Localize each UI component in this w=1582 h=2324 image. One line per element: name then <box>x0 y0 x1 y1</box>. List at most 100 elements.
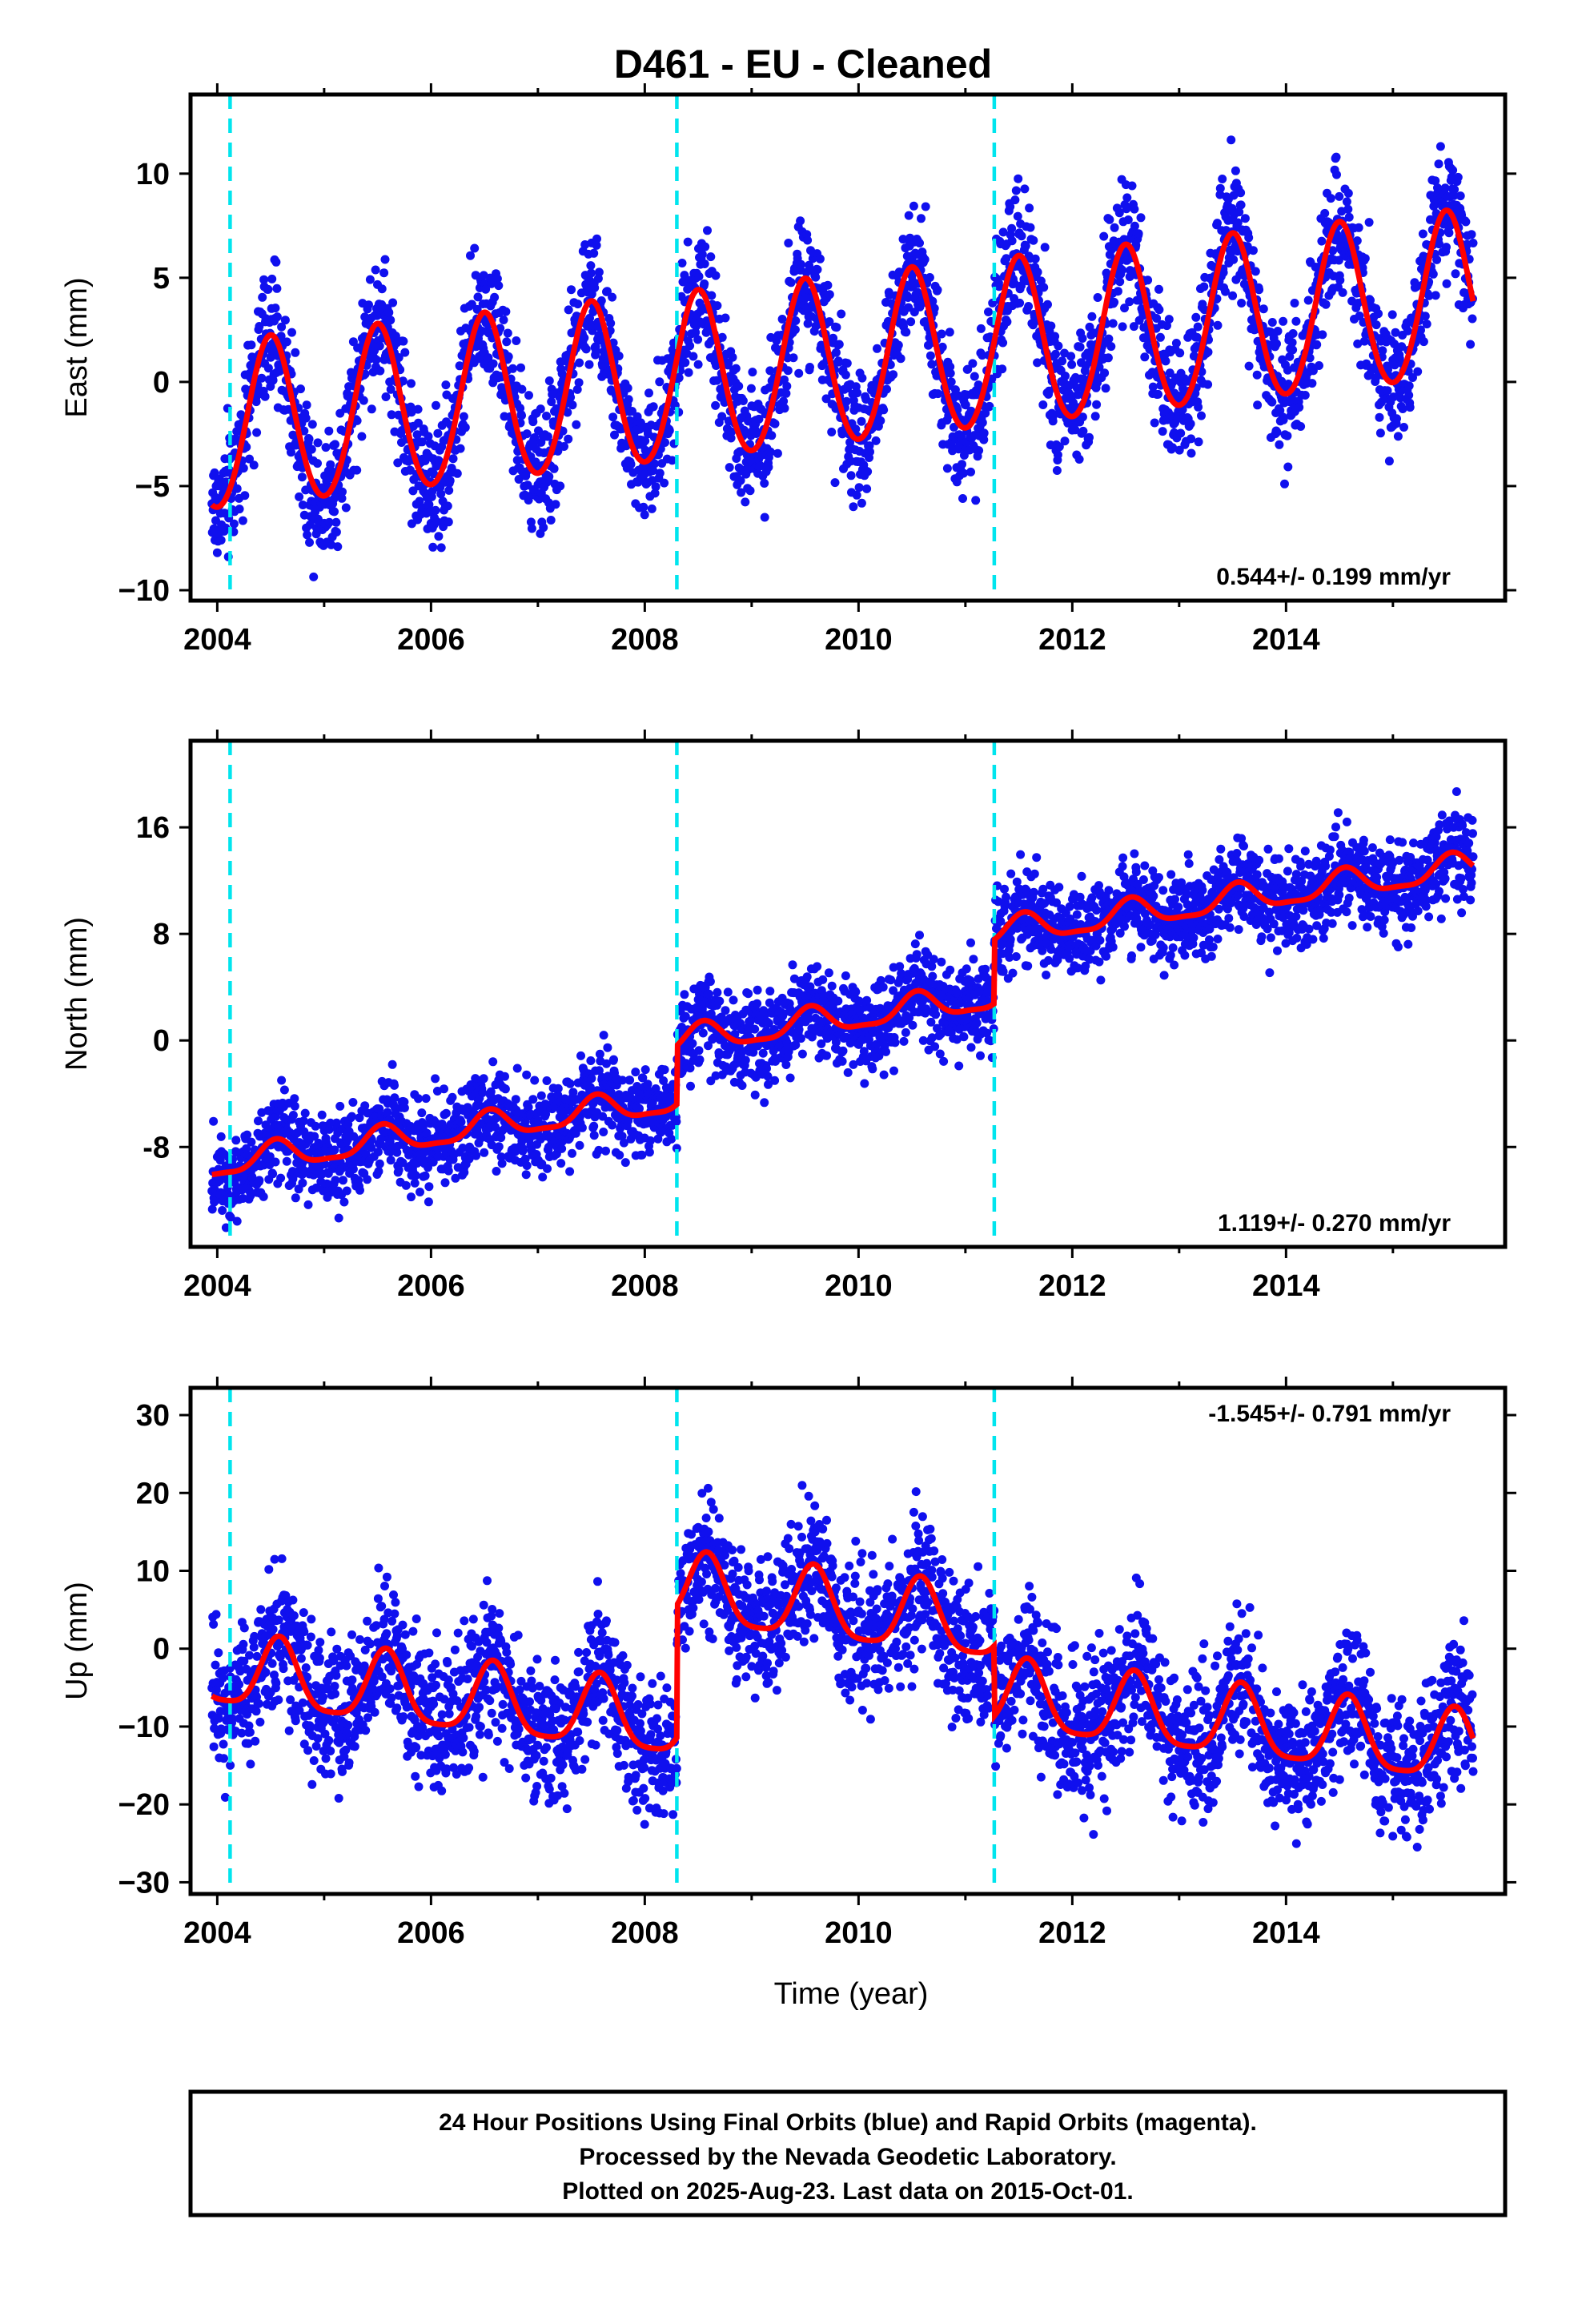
data-point <box>1113 287 1122 296</box>
data-point <box>779 396 789 406</box>
data-point <box>342 1186 351 1196</box>
data-point <box>232 484 242 493</box>
data-point <box>1061 372 1070 380</box>
data-point <box>842 359 852 368</box>
data-point <box>276 1173 286 1183</box>
data-point <box>979 428 989 438</box>
data-point <box>1332 170 1341 179</box>
data-point <box>484 353 493 363</box>
data-point <box>1321 300 1331 309</box>
data-point <box>413 404 423 414</box>
data-point <box>1191 312 1201 322</box>
data-point <box>603 1043 612 1052</box>
data-point <box>738 396 748 405</box>
data-point <box>282 337 291 347</box>
data-point <box>1253 400 1263 410</box>
data-point <box>723 987 733 997</box>
data-point <box>303 530 312 540</box>
data-point <box>882 384 891 394</box>
data-point <box>1092 400 1102 409</box>
data-point <box>823 280 833 290</box>
data-point <box>441 1108 451 1118</box>
data-point <box>504 352 513 361</box>
data-point <box>873 344 881 353</box>
data-point <box>424 1182 434 1192</box>
data-point <box>309 572 319 581</box>
data-point <box>1039 283 1049 292</box>
data-point <box>1007 236 1017 246</box>
data-point <box>1375 412 1384 422</box>
data-point <box>1468 239 1478 247</box>
data-point <box>1229 255 1239 264</box>
y-tick-label: −10 <box>118 574 170 608</box>
data-point <box>1046 321 1056 331</box>
data-point <box>896 354 905 364</box>
data-point <box>589 248 599 258</box>
data-point <box>271 304 280 313</box>
data-point <box>1118 322 1127 332</box>
data-point <box>974 446 984 456</box>
data-point <box>1228 291 1238 300</box>
data-point <box>777 315 787 324</box>
data-point <box>363 1175 372 1184</box>
data-point <box>693 360 703 369</box>
data-point <box>831 348 841 357</box>
data-point <box>388 298 398 308</box>
data-point <box>1393 432 1403 441</box>
data-point <box>421 1094 431 1104</box>
data-point <box>1444 228 1454 238</box>
data-point <box>734 381 744 391</box>
data-point <box>650 459 660 468</box>
data-point <box>1344 212 1354 222</box>
data-point <box>1154 389 1162 399</box>
y-tick-label: −5 <box>135 470 170 504</box>
data-point <box>741 497 750 507</box>
data-point <box>909 201 918 211</box>
data-point <box>998 364 1007 374</box>
data-point <box>279 1085 289 1095</box>
data-point <box>472 304 482 314</box>
data-point <box>317 1110 327 1120</box>
data-point <box>1422 320 1431 329</box>
data-point <box>637 1150 647 1160</box>
data-point <box>1453 172 1463 182</box>
data-point <box>934 389 942 399</box>
data-point <box>1115 277 1125 287</box>
data-point <box>1203 380 1213 389</box>
data-point <box>1164 315 1174 324</box>
data-point <box>373 1148 383 1156</box>
rate-label: 0.544+/- 0.199 mm/yr <box>1216 564 1451 590</box>
data-point <box>803 235 813 245</box>
data-point <box>791 316 801 325</box>
data-point <box>573 300 583 309</box>
data-point <box>790 325 800 335</box>
data-point <box>668 456 677 465</box>
data-point <box>355 1185 364 1195</box>
data-point <box>697 250 707 259</box>
data-point <box>1290 299 1299 308</box>
data-point <box>216 1132 226 1141</box>
data-point <box>324 517 334 527</box>
data-point <box>1067 360 1077 369</box>
data-point <box>788 960 797 970</box>
data-point <box>531 457 540 467</box>
data-point <box>1392 414 1401 424</box>
data-point <box>760 479 769 488</box>
data-point <box>1315 361 1323 370</box>
data-point <box>298 1178 307 1188</box>
data-point <box>610 430 619 440</box>
data-point <box>1419 337 1428 347</box>
data-point <box>1029 235 1038 245</box>
data-point <box>1240 214 1250 223</box>
data-point <box>259 275 269 284</box>
data-point <box>694 271 704 281</box>
data-point <box>1383 386 1392 396</box>
data-point <box>904 211 913 220</box>
data-point <box>374 1167 383 1176</box>
data-point <box>522 1070 532 1080</box>
data-point <box>586 1056 596 1065</box>
data-point <box>821 394 831 404</box>
data-point <box>625 1076 635 1085</box>
data-point <box>232 1216 242 1226</box>
